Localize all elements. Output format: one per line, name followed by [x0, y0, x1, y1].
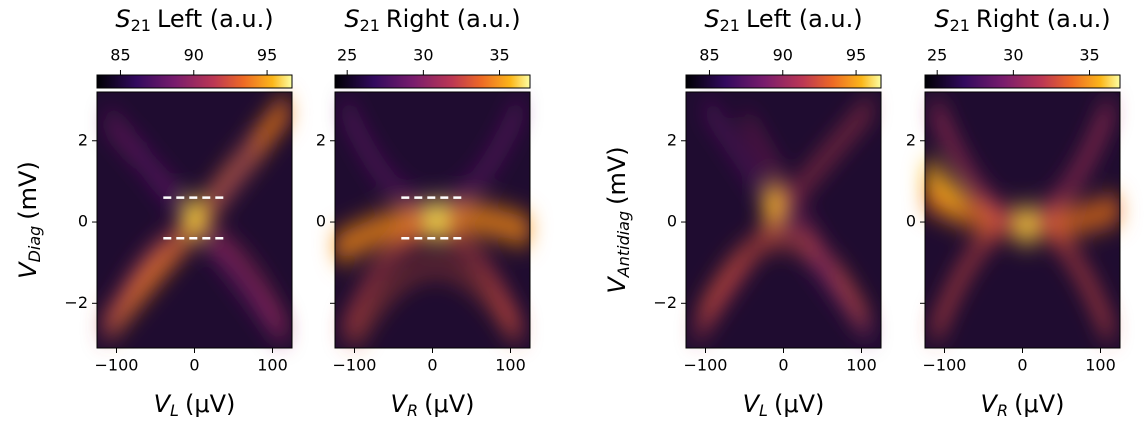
colorbar-tick-label: 95: [257, 46, 277, 65]
y-tick-label: 0: [316, 212, 326, 231]
y-axis-label-symbol: V: [14, 261, 42, 279]
x-tick-label: −100: [333, 356, 377, 375]
colorbar-tick-label: 35: [1079, 46, 1099, 65]
y-axis-label-symbol: V: [603, 276, 631, 294]
x-tick-label: −100: [95, 356, 139, 375]
colorbar-tick-label: 90: [773, 46, 793, 65]
y-tick-label: 2: [667, 130, 677, 149]
heatmap-hotspot: [762, 186, 786, 223]
y-axis-label-text: (mV): [603, 146, 631, 205]
colorbar-label-subscript: 21: [360, 16, 380, 35]
panel: −100 0 100 0 2 VR (μV) 25 30 35 S21 Right (a.u.): [906, 5, 1123, 420]
x-tick-label: 0: [427, 356, 437, 375]
colorbar: [924, 74, 1121, 89]
colorbar-label-symbol: S: [115, 5, 130, 33]
x-tick-label: 0: [778, 356, 788, 375]
heatmap-feature: [742, 115, 835, 274]
x-tick-label: 100: [846, 356, 877, 375]
x-axis-label: VR (μV): [981, 390, 1065, 420]
x-axis-label-symbol: V: [391, 390, 409, 418]
y-tick-label: 0: [78, 212, 88, 231]
colorbar-tick-label: 95: [846, 46, 866, 65]
colorbar-tick-label: 35: [489, 46, 509, 65]
colorbar-tick-label: 25: [337, 46, 357, 65]
y-tick-label: −2: [64, 293, 88, 312]
x-tick-label: 100: [495, 356, 526, 375]
x-axis-label: VR (μV): [391, 390, 475, 420]
colorbar-tick-label: 90: [184, 46, 204, 65]
colorbar: [96, 74, 293, 89]
y-axis-label-subscript: Diag: [25, 226, 44, 263]
x-axis-label-symbol: V: [981, 390, 999, 418]
heatmap-texture: [330, 101, 533, 346]
x-axis-label: VL (μV): [154, 390, 236, 420]
x-axis-label-text: (μV): [1014, 390, 1064, 418]
heatmap-texture: [920, 101, 1123, 339]
colorbar: [685, 74, 882, 89]
colorbar-tick-label: 30: [1003, 46, 1023, 65]
heatmap-feature: [697, 232, 870, 326]
colorbar-label: S21 Left (a.u.): [704, 5, 862, 35]
colorbar: [334, 74, 531, 89]
heatmap-feature: [702, 101, 875, 339]
x-axis-label-subscript: L: [170, 401, 179, 420]
y-axis-label-subscript: Antidiag: [614, 211, 633, 278]
x-tick-label: −100: [684, 356, 728, 375]
x-axis-label-subscript: R: [997, 401, 1008, 420]
y-tick-label: 0: [906, 212, 916, 231]
colorbar-label-subscript: 21: [720, 16, 740, 35]
y-tick-label: −2: [653, 293, 677, 312]
colorbar-label-symbol: S: [934, 5, 949, 33]
colorbar-label-symbol: S: [704, 5, 719, 33]
colorbar-tick-label: 85: [110, 46, 130, 65]
colorbar-label-subscript: 21: [131, 16, 151, 35]
y-tick-label: 2: [78, 130, 88, 149]
colorbar-label-text: Left (a.u.): [746, 5, 863, 33]
colorbar-label-text: Right (a.u.): [386, 5, 521, 33]
panel: −100 0 100 0 2 VR (μV) 25 30 35 S21 Right (a.u.): [316, 5, 533, 420]
heatmap-hotspot: [182, 199, 207, 236]
x-axis-label-text: (μV): [774, 390, 824, 418]
y-tick-label: 2: [906, 130, 916, 149]
x-tick-label: 0: [1017, 356, 1027, 375]
x-axis-label-symbol: V: [743, 390, 761, 418]
colorbar-label-subscript: 21: [950, 16, 970, 35]
x-axis-label-subscript: L: [759, 401, 768, 420]
x-tick-label: −100: [923, 356, 967, 375]
y-tick-label: 0: [667, 212, 677, 231]
colorbar-tick-label: 30: [413, 46, 433, 65]
x-axis-label-text: (μV): [424, 390, 474, 418]
x-axis-label-text: (μV): [185, 390, 235, 418]
colorbar-label: S21 Right (a.u.): [934, 5, 1110, 35]
y-tick-label: 2: [316, 130, 326, 149]
heatmap-hotspot: [1014, 207, 1039, 244]
y-axis-label-text: (mV): [14, 161, 42, 220]
x-axis-label: VL (μV): [743, 390, 825, 420]
colorbar-label-text: Right (a.u.): [976, 5, 1111, 33]
y-axis-label: VDiag (mV): [14, 161, 44, 279]
x-axis-label-symbol: V: [154, 390, 172, 418]
colorbar-label: S21 Left (a.u.): [115, 5, 273, 35]
colorbar-tick-label: 25: [927, 46, 947, 65]
colorbar-label-text: Left (a.u.): [157, 5, 274, 33]
colorbar-label-symbol: S: [344, 5, 359, 33]
x-axis-label-subscript: R: [407, 401, 418, 420]
heatmap-texture: [692, 100, 875, 339]
x-tick-label: 100: [1085, 356, 1116, 375]
heatmap-feature: [920, 160, 969, 216]
heatmap-hotspot: [424, 202, 449, 238]
colorbar-tick-label: 85: [699, 46, 719, 65]
heatmap-texture: [99, 97, 294, 340]
colorbar-label: S21 Right (a.u.): [344, 5, 520, 35]
x-tick-label: 100: [257, 356, 288, 375]
heatmap-feature: [352, 262, 517, 346]
y-axis-label: VAntidiag (mV): [603, 146, 633, 293]
x-tick-label: 0: [189, 356, 199, 375]
